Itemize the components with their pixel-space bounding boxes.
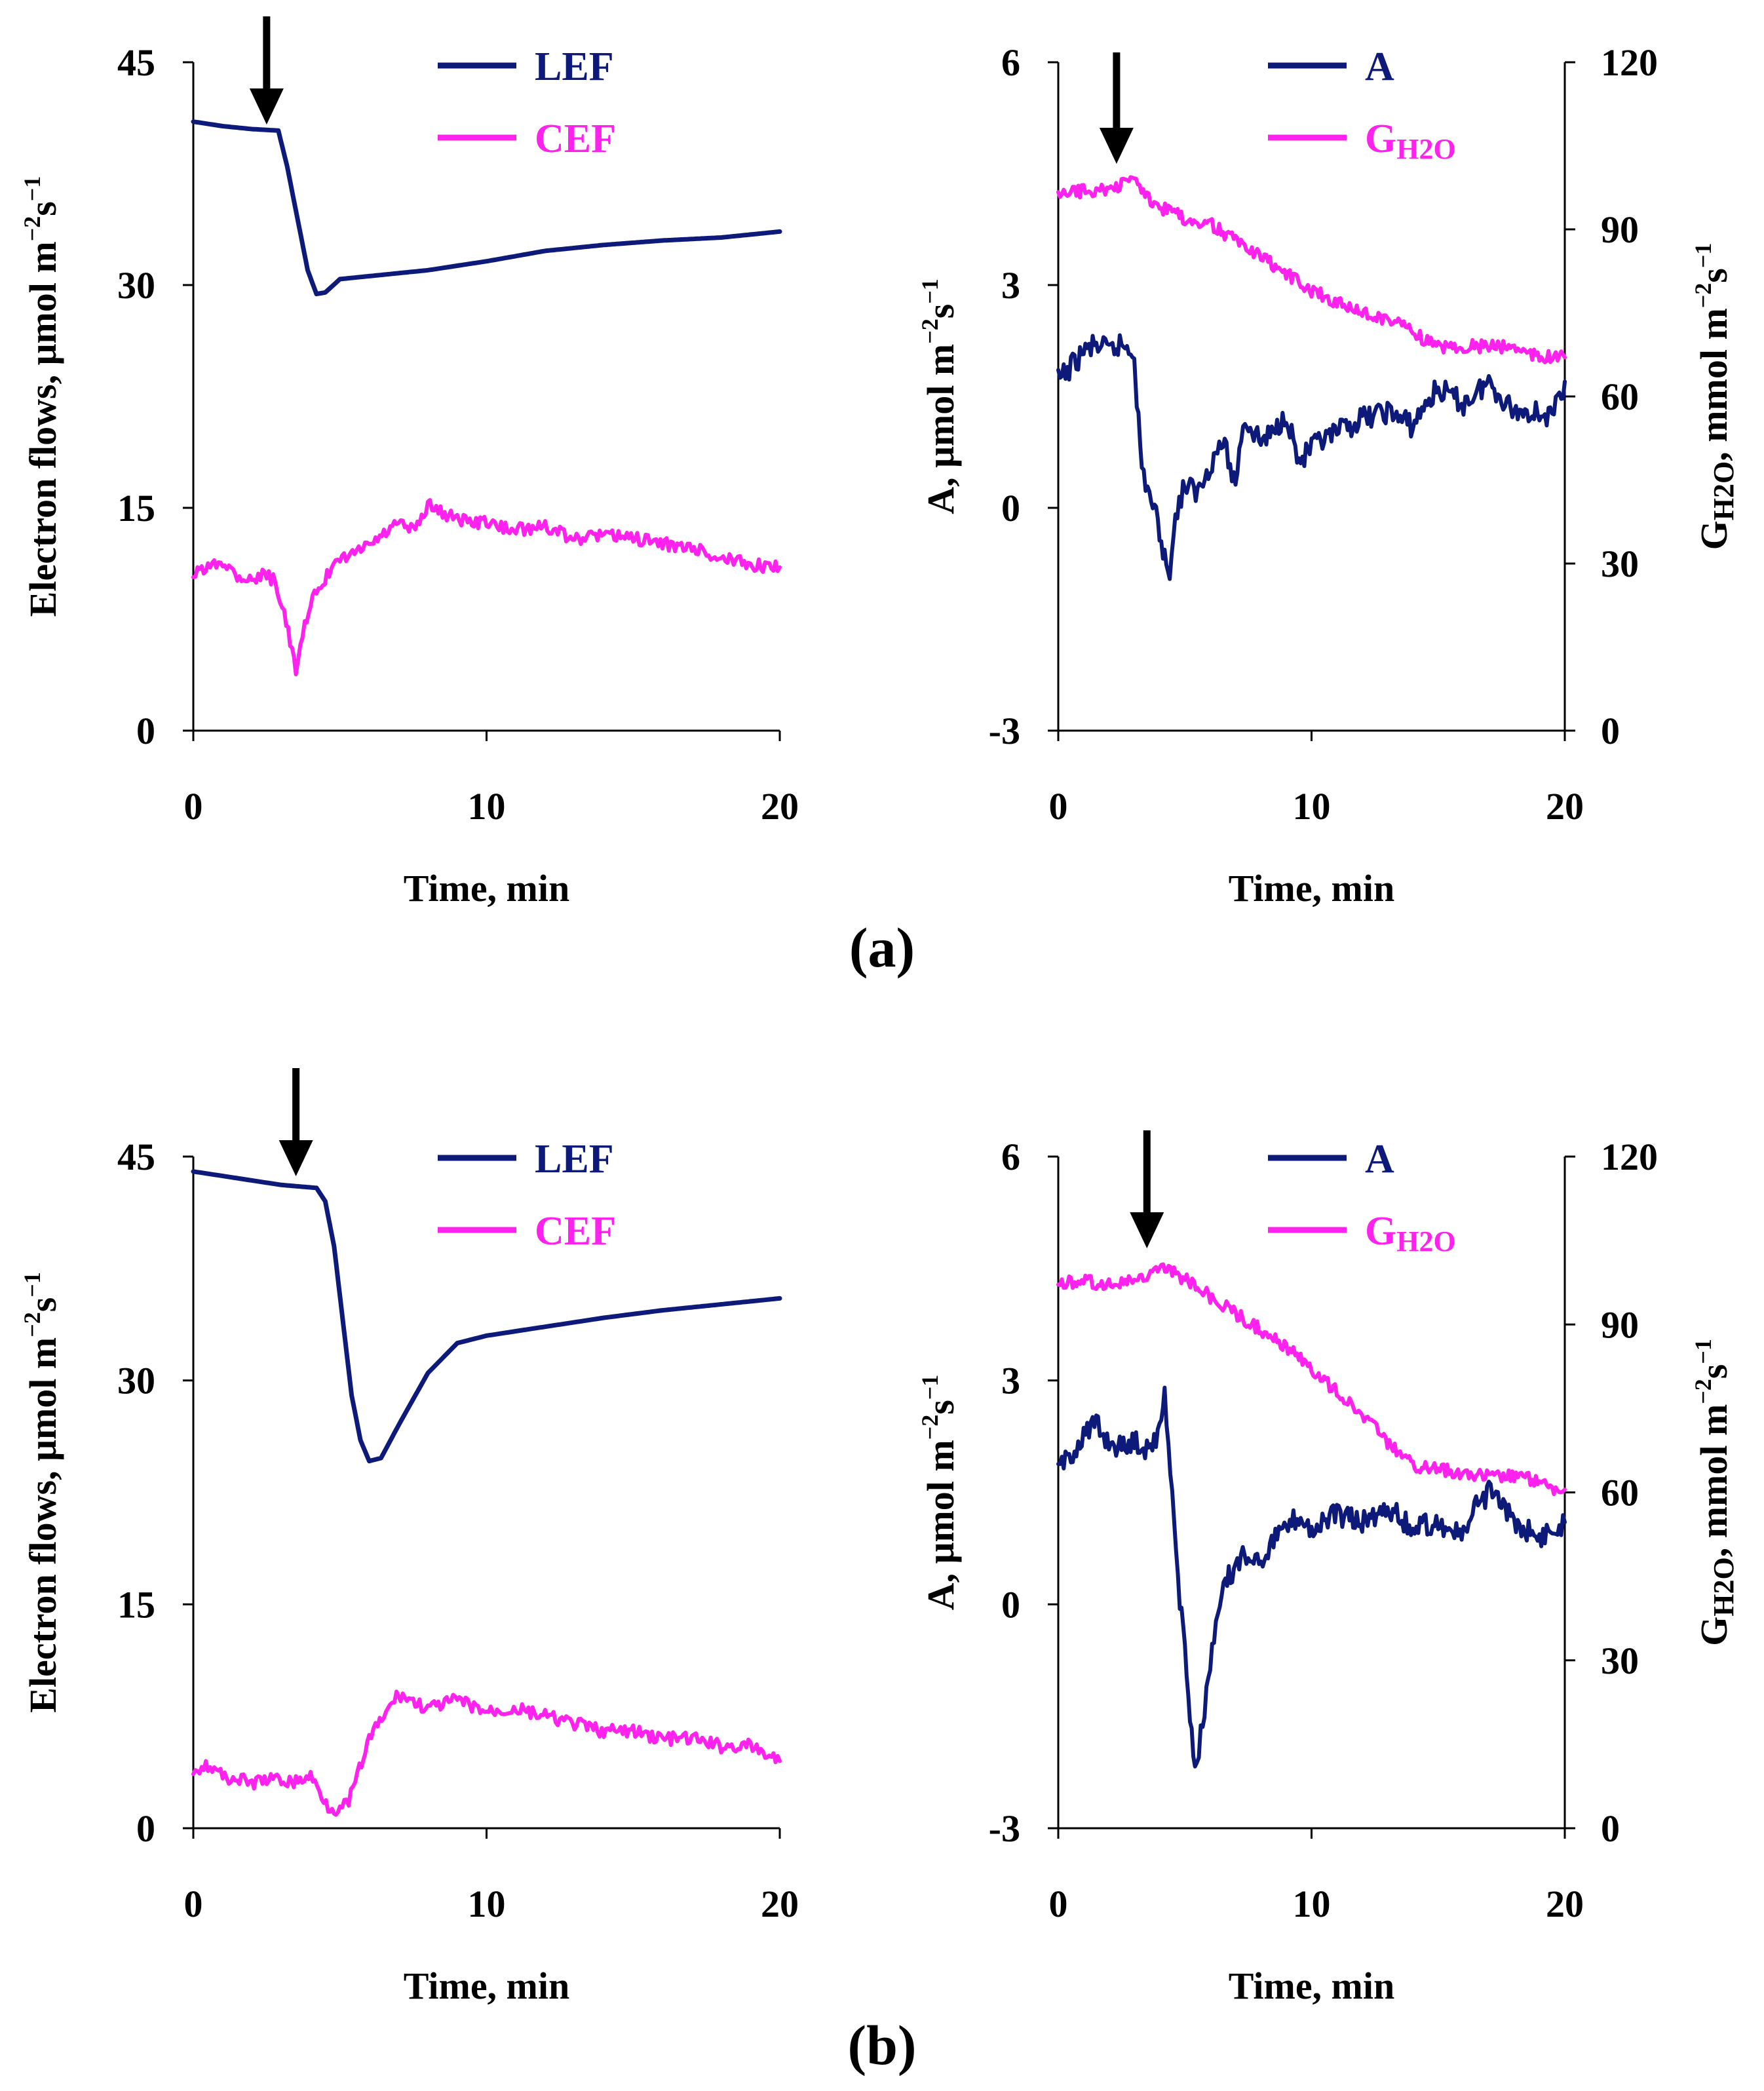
x-axis-title: Time, min [1229,867,1395,910]
arrow-icon [1099,52,1134,164]
arrow-icon [1130,1130,1164,1248]
y-tick-label: 0 [1001,487,1020,529]
legend-label: A [1365,1137,1394,1181]
y-tick-label: -3 [989,710,1020,752]
legend-label: LEF [535,45,614,89]
x-tick-label: 0 [1049,1883,1068,1925]
x-tick-label: 0 [1049,785,1068,828]
arrow-head [1099,128,1134,164]
legend-label: CEF [535,1209,616,1254]
x-tick-label: 20 [761,1883,799,1925]
series-line-lef [191,119,782,297]
arrow-head [278,1140,313,1176]
y2-tick-label: 90 [1601,1303,1639,1346]
arrow-head [249,88,284,125]
y2-tick-label: 60 [1601,375,1639,418]
y-axis-title: A, μmol m−2s−1 [917,1375,962,1611]
series-line-cef [191,498,782,677]
chart-a-electron: 0 10 20 0 15 30 45 Time, min Electron flows, μmo… [19,16,799,910]
y-tick-label: 30 [117,1360,155,1402]
series-line-lef [191,1169,782,1464]
y2-tick-label: 60 [1601,1472,1639,1514]
y-tick-label: 45 [117,41,155,84]
arrow-icon [249,16,284,125]
arrow-icon [278,1068,313,1176]
legend-label: LEF [535,1137,614,1181]
y-tick-label: 6 [1001,41,1020,84]
x-tick-label: 0 [184,1883,203,1925]
y-tick-label: 15 [117,1583,155,1626]
x-tick-label: 20 [761,785,799,828]
y-tick-label: 3 [1001,1360,1020,1402]
series-line-a [1056,1385,1567,1769]
y2-tick-label: 30 [1601,1640,1639,1682]
legend-label: GH2O [1365,1209,1456,1257]
series-line-cef [191,1689,782,1817]
x-tick-label: 20 [1546,1883,1584,1925]
x-tick-label: 10 [468,785,506,828]
y-tick-label: 3 [1001,264,1020,307]
panel-label-a: (a) [849,916,915,979]
y-tick-label: 0 [136,1807,155,1850]
y-tick-label: 45 [117,1136,155,1178]
legend-label: CEF [535,117,616,161]
y2-tick-label: 0 [1601,710,1620,752]
y-axis-title: Electron flows, μmol m−2s−1 [19,176,64,617]
x-tick-label: 10 [1293,1883,1331,1925]
x-axis-title: Time, min [1229,1965,1395,2007]
legend-label: GH2O [1365,117,1456,165]
y2-tick-label: 120 [1601,41,1658,84]
y2-tick-label: 90 [1601,208,1639,251]
y2-tick-label: 0 [1601,1807,1620,1850]
y2-axis-title: GH2O, mmol m−2s−1 [1690,243,1740,550]
x-tick-label: 20 [1546,785,1584,828]
x-axis-title: Time, min [404,1965,570,2007]
chart-b-electron: 0 10 20 0 15 30 45 Time, min Electron flows, μmo… [19,1068,799,2007]
arrow-head [1130,1212,1164,1248]
y-tick-label: 6 [1001,1136,1020,1178]
x-axis-title: Time, min [404,867,570,910]
panel-label-b: (b) [847,2014,916,2077]
y-tick-label: 30 [117,264,155,307]
series-line-a [1056,333,1567,581]
legend-label: A [1365,45,1394,89]
y-axis-title: Electron flows, μmol m−2s−1 [19,1272,64,1713]
y2-tick-label: 120 [1601,1136,1658,1178]
y-tick-label: -3 [989,1807,1020,1850]
x-tick-label: 0 [184,785,203,828]
x-tick-label: 10 [1293,785,1331,828]
y2-tick-label: 30 [1601,543,1639,585]
y-axis-title: A, μmol m−2s−1 [917,278,962,514]
x-tick-label: 10 [468,1883,506,1925]
series-line-gh2o [1056,175,1567,364]
y-tick-label: 0 [1001,1583,1020,1626]
series-line-gh2o [1056,1262,1567,1497]
y-tick-label: 15 [117,487,155,529]
y2-axis-title: GH2O, mmol m−2s−1 [1690,1339,1740,1646]
y-tick-label: 0 [136,710,155,752]
